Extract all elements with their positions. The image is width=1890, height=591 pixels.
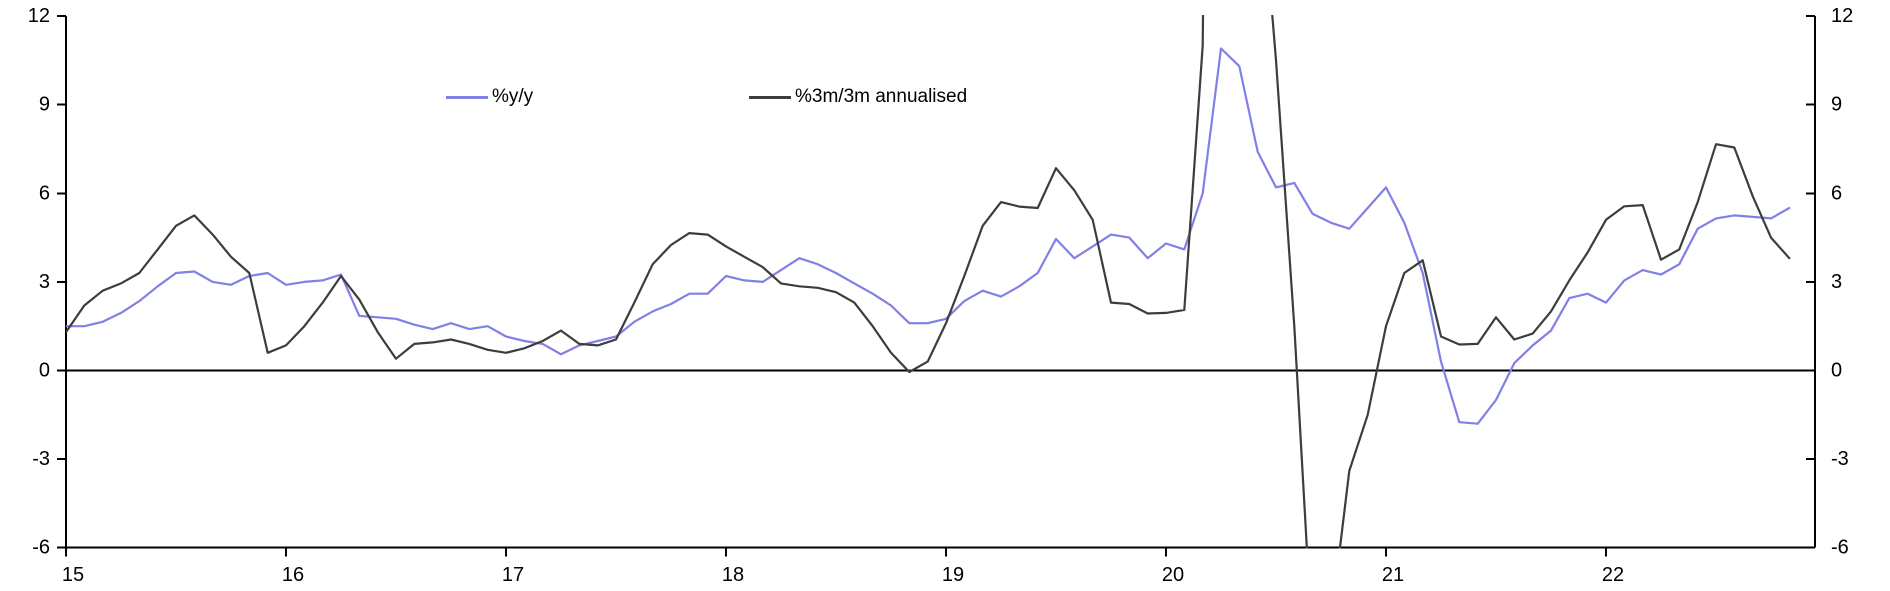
x-axis-tick-label: 18 [722,564,744,586]
left-axis-tick-label: 0 [39,360,50,382]
legend-label-yoy: %y/y [492,86,534,107]
legend-item-yoy: %y/y [446,86,533,108]
left-axis-tick-label: 12 [28,5,50,27]
x-axis-tick-label: 22 [1602,564,1624,586]
series-line-3m3m [66,15,1791,549]
x-axis-tick-label: 21 [1382,564,1404,586]
legend-label-3m3m: %3m/3m annualised [795,86,968,107]
series-line-yoy [66,47,1791,425]
right-axis-tick-label: 6 [1831,182,1842,204]
legend-line-sample-3m3m [749,95,791,99]
legend-item-3m3m: %3m/3m annualised [749,86,967,108]
x-axis-tick-label: 15 [62,564,84,586]
left-axis-tick-label: 9 [39,94,50,116]
left-axis-tick-label: 3 [39,271,50,293]
legend-line-sample-yoy [446,95,488,99]
right-axis-tick-label: -6 [1831,537,1849,559]
right-axis-tick-label: 0 [1831,360,1842,382]
x-axis-tick-label: 19 [942,564,964,586]
left-axis-tick-label: 6 [39,182,50,204]
right-axis-tick-label: 12 [1831,5,1853,27]
right-axis-tick-label: 3 [1831,271,1842,293]
left-axis-tick-label: -6 [32,537,50,559]
x-axis-tick-label: 16 [282,564,304,586]
left-axis-tick-label: -3 [32,448,50,470]
x-axis-tick-label: 17 [502,564,524,586]
x-axis-tick-label: 20 [1162,564,1184,586]
right-axis-tick-label: 9 [1831,94,1842,116]
right-axis-tick-label: -3 [1831,448,1849,470]
